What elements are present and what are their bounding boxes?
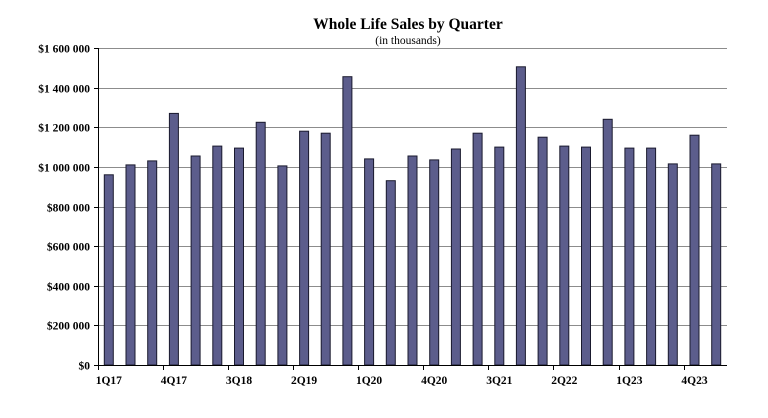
y-tick-label: $1 000 000 [38, 162, 90, 175]
y-tick-label: $200 000 [47, 320, 90, 333]
y-tick-label: $1 400 000 [38, 83, 90, 96]
chart-title: Whole Life Sales by Quarter [313, 16, 503, 33]
x-tick-label: 1Q20 [356, 375, 382, 387]
bar-3Q21 [494, 146, 505, 366]
x-tick-label: 2Q22 [551, 375, 577, 387]
chart-subtitle: (in thousands) [375, 35, 441, 47]
y-tick-label: $800 000 [47, 202, 90, 215]
bar-4Q23 [689, 134, 700, 366]
bar-3Q23 [667, 163, 678, 366]
y-tick-label: $400 000 [47, 281, 90, 294]
bar-1Q24 [711, 163, 722, 366]
bar-1Q23 [624, 147, 635, 366]
bar-4Q19 [342, 76, 353, 366]
bar-3Q19 [320, 132, 331, 366]
bar-1Q18 [190, 155, 201, 366]
bar-4Q17 [168, 112, 179, 366]
bar-2Q18 [212, 145, 223, 366]
bar-3Q20 [407, 155, 418, 366]
bar-2Q17 [125, 164, 136, 366]
bar-2Q20 [385, 180, 396, 366]
x-tick-label: 1Q23 [616, 375, 642, 387]
bar-3Q18 [234, 147, 244, 366]
x-tick-label: 3Q21 [486, 375, 512, 387]
y-tick-label: $600 000 [47, 241, 90, 254]
bar-4Q18 [255, 121, 266, 366]
bars [103, 66, 722, 366]
y-tick-label: $1 200 000 [38, 122, 90, 135]
bar-2Q21 [472, 132, 483, 366]
bar-3Q17 [147, 160, 158, 366]
bar-4Q20 [429, 159, 440, 366]
bar-2Q23 [646, 147, 657, 366]
bar-1Q22 [537, 136, 548, 366]
x-tick-label: 4Q23 [681, 375, 707, 387]
bar-1Q21 [450, 148, 461, 366]
x-tick-label: 4Q17 [161, 375, 187, 387]
bar-1Q20 [364, 158, 375, 366]
bar-1Q19 [277, 165, 288, 366]
bar-4Q21 [515, 66, 526, 366]
x-tick-label: 4Q20 [421, 375, 447, 387]
x-tick-label: 2Q19 [291, 375, 317, 387]
bar-2Q22 [559, 145, 570, 366]
y-tick-label: $0 [79, 360, 91, 373]
bar-4Q22 [602, 118, 613, 366]
y-tick-label: $1 600 000 [38, 43, 90, 56]
x-tick-label: 3Q18 [226, 375, 252, 387]
bar-2Q19 [299, 130, 310, 366]
y-axis-tick-labels: $0 $200 000 $400 000 $600 000 $800 000 $1 000… [38, 43, 90, 373]
bar-3Q22 [581, 146, 591, 366]
x-axis-tick-labels: 1Q17 4Q17 3Q18 2Q19 1Q20 4Q20 3Q21 2Q22 1Q23 4Q23 [96, 365, 708, 387]
bar-1Q17 [103, 174, 114, 366]
x-tick-label: 1Q17 [96, 375, 122, 387]
